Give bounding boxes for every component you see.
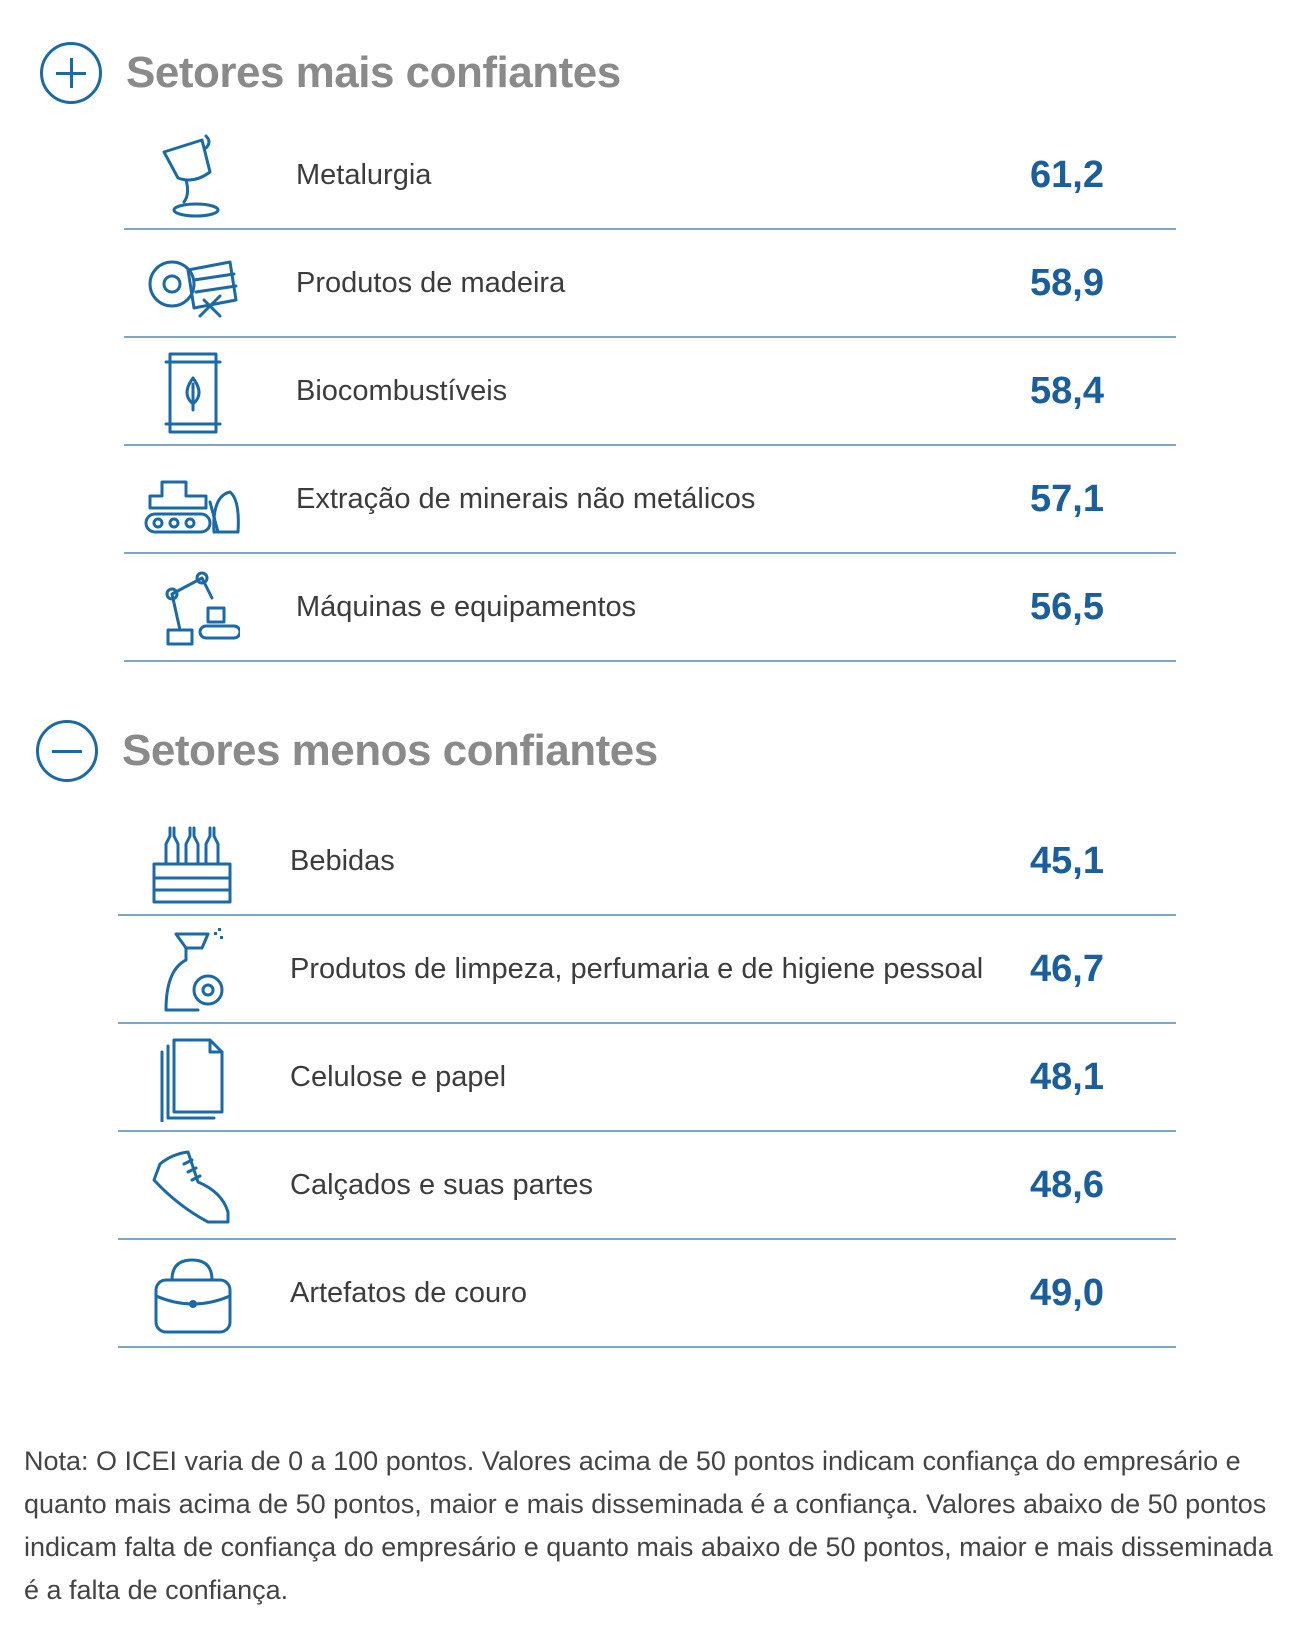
section-header-plus: Setores mais confiantes [40,42,621,104]
sector-label: Calçados e suas partes [290,1169,594,1201]
table-row: Máquinas e equipamentos 56,5 [124,554,1176,662]
sector-value: 61,2 [1030,154,1104,196]
ladle-icon [162,134,220,218]
sector-label: Biocombustíveis [296,375,508,407]
sector-value: 48,6 [1030,1164,1104,1206]
saw-lumber-icon [148,260,238,318]
table-row: Artefatos de couro 49,0 [118,1240,1176,1348]
table-row: Metalurgia 61,2 [124,122,1176,230]
table-section-plus: Metalurgia 61,2 Produtos de madeira 58,9… [124,122,1176,662]
sector-value: 56,5 [1030,586,1104,628]
plus-icon [40,42,102,104]
sector-value: 58,4 [1030,370,1104,412]
table-row: Produtos de limpeza, perfumaria e de hig… [118,916,1176,1024]
table-row: Extração de minerais não metálicos 57,1 [124,446,1176,554]
sector-value: 48,1 [1030,1056,1104,1098]
robot-arm-icon [165,571,240,646]
sector-value: 49,0 [1030,1272,1104,1314]
table-row: Produtos de madeira 58,9 [124,230,1176,338]
footnote: Nota: O ICEI varia de 0 a 100 pontos. Va… [24,1446,1273,1605]
sneaker-icon [152,1150,230,1224]
sector-value: 58,9 [1030,262,1104,304]
table-row: Bebidas 45,1 [118,808,1176,916]
minus-icon [36,720,98,782]
sector-label: Produtos de madeira [296,267,566,299]
sector-label: Extração de minerais não metálicos [296,483,756,515]
sector-label: Metalurgia [296,159,432,191]
sector-value: 46,7 [1030,948,1104,990]
section-title: Setores menos confiantes [122,726,658,775]
table-row: Calçados e suas partes 48,6 [118,1132,1176,1240]
spray-bottle-icon [164,928,224,1012]
biofuel-icon [164,352,222,434]
sector-label: Celulose e papel [290,1061,507,1093]
section-header-minus: Setores menos confiantes [36,720,658,782]
sector-value: 45,1 [1030,840,1104,882]
sector-label: Bebidas [290,845,395,877]
sector-label: Produtos de limpeza, perfumaria e de hig… [290,953,984,985]
handbag-icon [154,1258,232,1334]
table-row: Biocombustíveis 58,4 [124,338,1176,446]
table-row: Celulose e papel 48,1 [118,1024,1176,1132]
bottle-crate-icon [152,826,232,904]
sector-label: Artefatos de couro [290,1277,527,1309]
section-title: Setores mais confiantes [126,48,621,97]
sector-label: Máquinas e equipamentos [296,591,637,623]
table-section-minus: Bebidas 45,1 Produtos de limpeza, perfum… [118,808,1176,1348]
bulldozer-icon [144,480,240,534]
sector-value: 57,1 [1030,478,1104,520]
paper-stack-icon [160,1038,224,1122]
